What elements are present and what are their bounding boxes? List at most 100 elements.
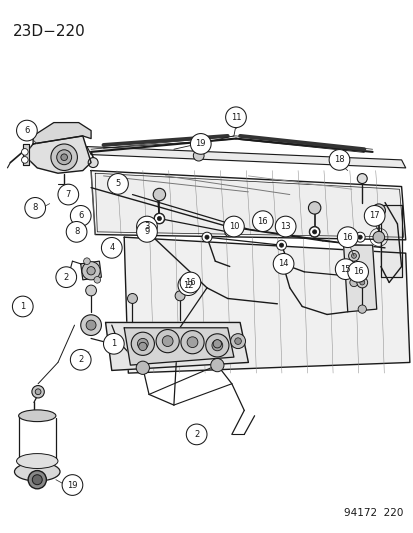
Polygon shape	[91, 171, 405, 240]
Circle shape	[35, 389, 41, 394]
Circle shape	[351, 253, 356, 259]
Circle shape	[162, 336, 173, 346]
Text: 16: 16	[342, 233, 352, 241]
Polygon shape	[87, 147, 405, 168]
Circle shape	[138, 342, 147, 351]
Circle shape	[70, 206, 91, 226]
Circle shape	[127, 294, 137, 303]
Text: 8: 8	[33, 204, 38, 212]
Circle shape	[328, 150, 349, 170]
Circle shape	[193, 150, 204, 161]
Circle shape	[81, 315, 101, 335]
Circle shape	[83, 258, 90, 264]
Circle shape	[21, 149, 28, 155]
Text: 1: 1	[111, 340, 116, 348]
Circle shape	[136, 222, 157, 242]
Circle shape	[312, 230, 316, 234]
Circle shape	[356, 174, 366, 183]
Circle shape	[213, 340, 221, 348]
Polygon shape	[124, 328, 233, 365]
Circle shape	[190, 134, 211, 154]
Polygon shape	[380, 205, 401, 277]
Circle shape	[187, 337, 197, 348]
Circle shape	[86, 320, 96, 330]
Text: 19: 19	[195, 140, 206, 148]
Text: 16: 16	[185, 278, 195, 287]
Circle shape	[230, 334, 245, 349]
Circle shape	[108, 341, 115, 347]
Circle shape	[372, 231, 384, 243]
Text: 19: 19	[67, 481, 78, 489]
Polygon shape	[23, 144, 29, 165]
Circle shape	[234, 338, 241, 344]
Circle shape	[87, 266, 95, 275]
Circle shape	[131, 332, 154, 356]
Circle shape	[225, 107, 246, 127]
Circle shape	[202, 232, 211, 242]
Ellipse shape	[14, 462, 60, 481]
Circle shape	[349, 278, 357, 287]
Circle shape	[101, 238, 122, 258]
Circle shape	[309, 227, 319, 237]
Polygon shape	[95, 173, 403, 237]
Circle shape	[32, 385, 44, 398]
Circle shape	[70, 350, 91, 370]
Text: 10: 10	[228, 222, 239, 231]
Circle shape	[66, 222, 87, 242]
Circle shape	[224, 227, 234, 237]
Circle shape	[354, 232, 364, 242]
Text: 12: 12	[183, 281, 193, 289]
Circle shape	[175, 291, 185, 301]
Circle shape	[51, 144, 77, 171]
Circle shape	[154, 214, 164, 223]
Text: 94172  220: 94172 220	[344, 508, 403, 518]
Text: 9: 9	[144, 228, 149, 236]
Circle shape	[363, 206, 384, 226]
Text: 1: 1	[20, 302, 25, 311]
Text: 2: 2	[194, 430, 199, 439]
Circle shape	[32, 475, 42, 484]
Text: 6: 6	[78, 212, 83, 220]
Circle shape	[12, 296, 33, 317]
Text: 16: 16	[257, 217, 268, 225]
Text: 15: 15	[339, 265, 350, 273]
Circle shape	[61, 154, 67, 160]
Circle shape	[136, 216, 157, 237]
Circle shape	[104, 336, 119, 351]
Circle shape	[335, 259, 355, 279]
Circle shape	[157, 216, 161, 221]
Circle shape	[309, 227, 319, 237]
Circle shape	[279, 243, 283, 247]
Polygon shape	[81, 261, 101, 280]
Text: 8: 8	[74, 228, 79, 236]
Circle shape	[57, 150, 71, 165]
Circle shape	[94, 277, 100, 283]
Text: 18: 18	[333, 156, 344, 164]
Circle shape	[180, 330, 204, 354]
Text: 14: 14	[278, 260, 288, 268]
Text: 16: 16	[352, 268, 363, 276]
Circle shape	[25, 198, 45, 218]
Circle shape	[347, 262, 368, 282]
Circle shape	[356, 277, 367, 288]
Circle shape	[56, 267, 76, 287]
Circle shape	[103, 334, 124, 354]
Text: 5: 5	[115, 180, 120, 188]
Circle shape	[273, 254, 293, 274]
Text: 7: 7	[66, 190, 71, 199]
Circle shape	[178, 275, 198, 295]
Circle shape	[107, 174, 128, 194]
Ellipse shape	[19, 410, 56, 422]
Ellipse shape	[17, 454, 58, 469]
Text: 17: 17	[368, 212, 379, 220]
Circle shape	[359, 280, 364, 285]
Circle shape	[21, 157, 28, 163]
Circle shape	[223, 216, 244, 237]
Circle shape	[210, 359, 223, 372]
Circle shape	[337, 227, 357, 247]
Text: 13: 13	[280, 222, 290, 231]
Circle shape	[62, 475, 83, 495]
Circle shape	[357, 305, 366, 313]
Circle shape	[156, 329, 179, 353]
Text: 2: 2	[78, 356, 83, 364]
